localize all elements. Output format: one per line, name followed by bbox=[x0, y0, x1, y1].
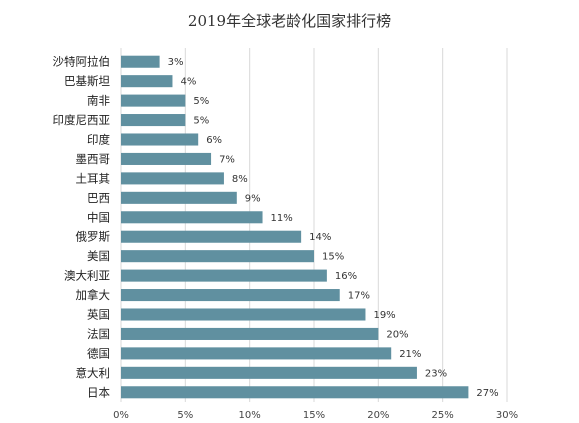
category-label: 俄罗斯 bbox=[76, 230, 111, 244]
data-label: 20% bbox=[386, 329, 408, 340]
category-label: 日本 bbox=[87, 385, 110, 399]
category-label: 澳大利亚 bbox=[64, 269, 110, 283]
data-label: 19% bbox=[373, 310, 395, 321]
bar bbox=[121, 386, 469, 399]
x-tick-label: 0% bbox=[113, 410, 129, 421]
category-label: 巴基斯坦 bbox=[64, 74, 110, 88]
bar bbox=[121, 172, 224, 185]
x-tick-label: 30% bbox=[496, 410, 518, 421]
x-tick-label: 25% bbox=[432, 410, 454, 421]
category-label: 英国 bbox=[87, 308, 110, 322]
category-label: 德国 bbox=[87, 346, 110, 360]
data-label: 23% bbox=[425, 368, 447, 379]
category-label: 土耳其 bbox=[76, 171, 111, 185]
bar bbox=[121, 347, 392, 360]
data-label: 6% bbox=[206, 135, 222, 146]
x-tick-label: 5% bbox=[177, 410, 193, 421]
data-label: 14% bbox=[309, 232, 331, 243]
bar bbox=[121, 327, 379, 340]
category-label: 中国 bbox=[87, 210, 110, 224]
category-label: 印度 bbox=[87, 133, 110, 147]
x-tick-label: 10% bbox=[239, 410, 261, 421]
bar bbox=[121, 269, 327, 282]
category-label: 加拿大 bbox=[76, 288, 111, 302]
data-label: 5% bbox=[193, 96, 209, 107]
category-label: 美国 bbox=[87, 249, 110, 263]
category-labels: 沙特阿拉伯巴基斯坦南非印度尼西亚印度墨西哥土耳其巴西中国俄罗斯美国澳大利亚加拿大… bbox=[53, 55, 111, 400]
data-label: 9% bbox=[245, 193, 261, 204]
chart-title: 2019年全球老龄化国家排行榜 bbox=[187, 12, 392, 30]
bar bbox=[121, 152, 212, 165]
category-label: 印度尼西亚 bbox=[53, 113, 111, 127]
data-label: 3% bbox=[168, 57, 184, 68]
bar bbox=[121, 366, 417, 379]
category-label: 法国 bbox=[87, 327, 110, 341]
bar bbox=[121, 230, 302, 243]
x-tick-labels: 0% 5% 10% 15% 20% 25% 30% bbox=[113, 410, 518, 421]
gridlines bbox=[120, 48, 508, 402]
bar bbox=[121, 250, 314, 263]
bars bbox=[121, 55, 469, 399]
bar bbox=[121, 308, 366, 321]
data-label: 21% bbox=[399, 349, 421, 360]
category-label: 沙特阿拉伯 bbox=[53, 55, 111, 69]
x-tick-label: 15% bbox=[303, 410, 325, 421]
data-label: 4% bbox=[180, 77, 196, 88]
data-label: 17% bbox=[348, 291, 370, 302]
bar bbox=[121, 133, 199, 146]
bar bbox=[121, 94, 186, 107]
bar bbox=[121, 114, 186, 127]
category-label: 南非 bbox=[87, 94, 110, 108]
bar bbox=[121, 211, 263, 224]
data-label: 5% bbox=[193, 116, 209, 127]
x-tick-label: 20% bbox=[367, 410, 389, 421]
data-label: 15% bbox=[322, 252, 344, 263]
data-label: 16% bbox=[335, 271, 357, 282]
category-label: 巴西 bbox=[87, 191, 110, 205]
value-labels: 3% 4% 5% 5% 6% 7% 8% 9% 11% 14% 15% 16% 17%19% 20% 21%… bbox=[168, 57, 499, 399]
category-label: 墨西哥 bbox=[76, 152, 111, 166]
data-label: 8% bbox=[232, 174, 248, 185]
category-label: 意大利 bbox=[76, 366, 111, 380]
bar bbox=[121, 75, 173, 88]
bar bbox=[121, 289, 340, 302]
data-label: 27% bbox=[476, 388, 498, 399]
bar bbox=[121, 191, 237, 204]
bar bbox=[121, 55, 160, 68]
data-label: 7% bbox=[219, 154, 235, 165]
data-label: 11% bbox=[271, 213, 293, 224]
